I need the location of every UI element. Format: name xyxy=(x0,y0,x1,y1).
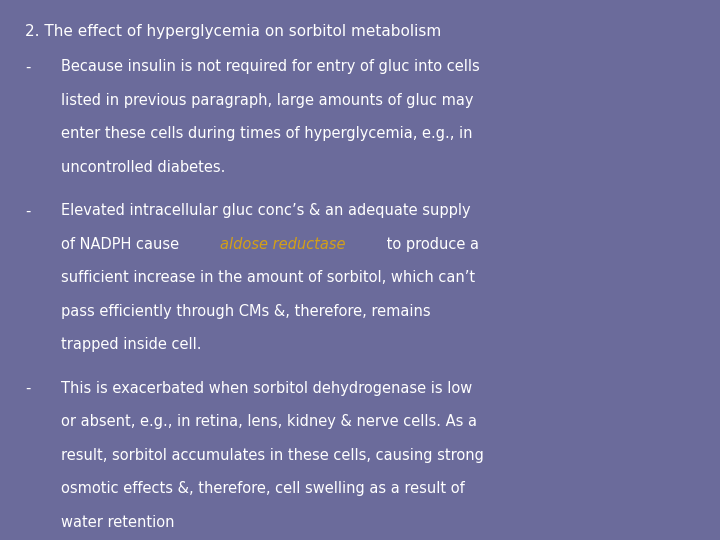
Text: Because insulin is not required for entry of gluc into cells: Because insulin is not required for entr… xyxy=(61,59,480,75)
Text: -: - xyxy=(25,59,30,75)
Text: aldose reductase: aldose reductase xyxy=(220,237,345,252)
Text: -: - xyxy=(25,381,30,396)
Text: enter these cells during times of hyperglycemia, e.g., in: enter these cells during times of hyperg… xyxy=(61,126,473,141)
Text: sufficient increase in the amount of sorbitol, which can’t: sufficient increase in the amount of sor… xyxy=(61,271,475,285)
Text: uncontrolled diabetes.: uncontrolled diabetes. xyxy=(61,160,225,175)
Text: Elevated intracellular gluc conc’s & an adequate supply: Elevated intracellular gluc conc’s & an … xyxy=(61,204,471,218)
Text: to produce a: to produce a xyxy=(382,237,479,252)
Text: or absent, e.g., in retina, lens, kidney & nerve cells. As a: or absent, e.g., in retina, lens, kidney… xyxy=(61,414,477,429)
Text: 2. The effect of hyperglycemia on sorbitol metabolism: 2. The effect of hyperglycemia on sorbit… xyxy=(25,24,441,39)
Text: listed in previous paragraph, large amounts of gluc may: listed in previous paragraph, large amou… xyxy=(61,93,474,108)
Text: -: - xyxy=(25,204,30,218)
Text: This is exacerbated when sorbitol dehydrogenase is low: This is exacerbated when sorbitol dehydr… xyxy=(61,381,472,396)
Text: trapped inside cell.: trapped inside cell. xyxy=(61,338,202,352)
Text: water retention: water retention xyxy=(61,515,175,530)
Text: pass efficiently through CMs &, therefore, remains: pass efficiently through CMs &, therefor… xyxy=(61,304,431,319)
Text: osmotic effects &, therefore, cell swelling as a result of: osmotic effects &, therefore, cell swell… xyxy=(61,481,465,496)
Text: result, sorbitol accumulates in these cells, causing strong: result, sorbitol accumulates in these ce… xyxy=(61,448,484,463)
Text: of NADPH cause: of NADPH cause xyxy=(61,237,184,252)
